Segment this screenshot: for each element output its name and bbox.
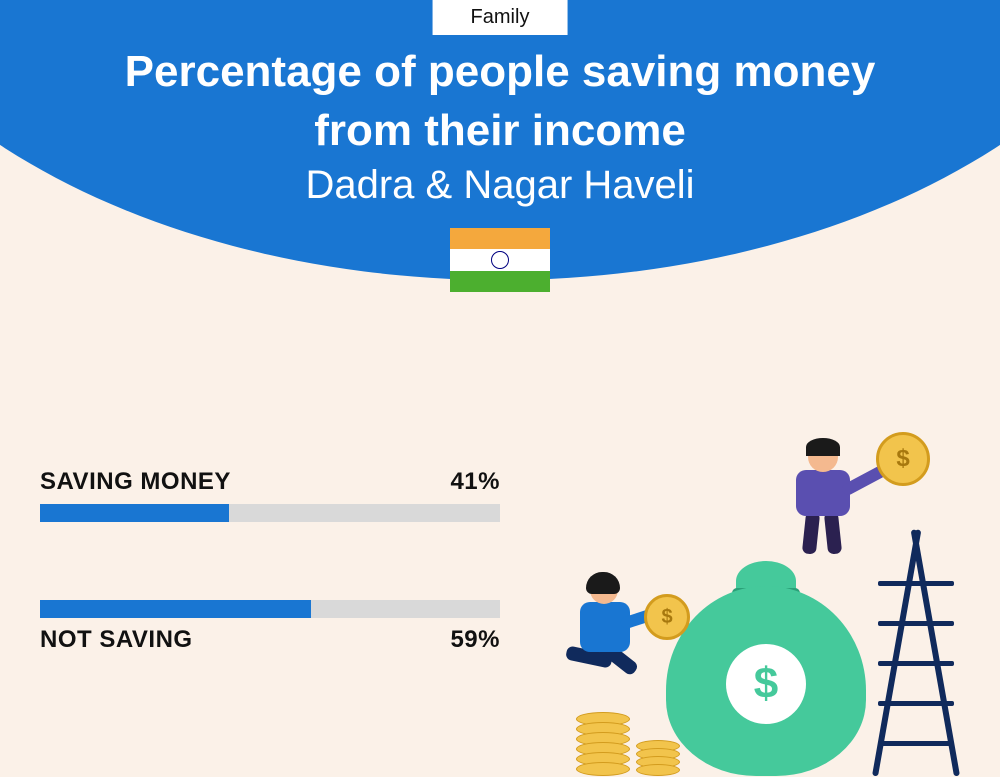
- bar-value: 59%: [450, 626, 500, 654]
- title-line-2: from their income: [0, 101, 1000, 160]
- title-block: Percentage of people saving money from t…: [0, 42, 1000, 208]
- coin-stack-icon: [636, 744, 680, 776]
- bar-label: NOT SAVING: [40, 626, 193, 654]
- flag-green: [450, 271, 550, 292]
- category-tag: Family: [433, 0, 568, 35]
- flag-white: [450, 249, 550, 270]
- bar-fill: [40, 504, 229, 522]
- savings-illustration: $ $ $: [556, 446, 976, 776]
- dollar-sign-icon: $: [896, 445, 909, 473]
- dollar-sign-icon: $: [661, 606, 672, 629]
- india-flag-icon: [450, 228, 550, 292]
- bar-label-row: SAVING MONEY 41%: [40, 468, 500, 496]
- category-tag-label: Family: [471, 6, 530, 28]
- bar-label: SAVING MONEY: [40, 468, 231, 496]
- person-sitting-icon: $: [550, 576, 670, 716]
- money-bag-icon: $: [666, 546, 866, 776]
- ladder-icon: [866, 526, 966, 776]
- gold-coin-icon: $: [876, 432, 930, 486]
- flag-chakra-icon: [491, 251, 509, 269]
- subtitle: Dadra & Nagar Haveli: [0, 163, 1000, 208]
- bar-saving-money: SAVING MONEY 41%: [40, 468, 500, 522]
- bar-not-saving: NOT SAVING 59%: [40, 600, 500, 654]
- dollar-sign-icon: $: [754, 659, 778, 709]
- bar-track: [40, 600, 500, 618]
- flag-saffron: [450, 228, 550, 249]
- money-bag-badge-icon: $: [726, 644, 806, 724]
- bar-value: 41%: [450, 468, 500, 496]
- bar-label-row: NOT SAVING 59%: [40, 626, 500, 654]
- bar-fill: [40, 600, 311, 618]
- person-on-ladder-icon: $: [790, 438, 910, 558]
- title-line-1: Percentage of people saving money: [0, 42, 1000, 101]
- bar-track: [40, 504, 500, 522]
- gold-coin-icon: $: [644, 594, 690, 640]
- bars-area: SAVING MONEY 41% NOT SAVING 59%: [40, 468, 500, 732]
- coin-stack-icon: [576, 716, 630, 776]
